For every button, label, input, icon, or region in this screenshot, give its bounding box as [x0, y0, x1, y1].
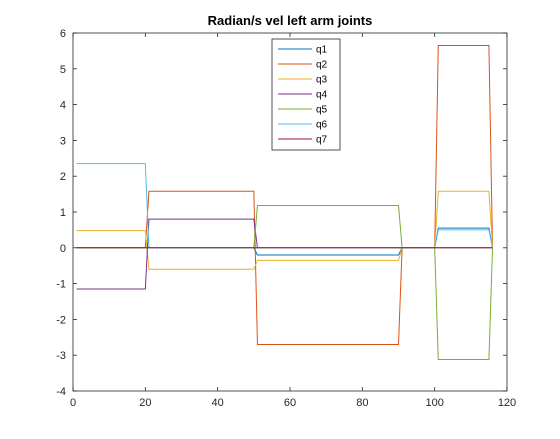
legend: q1 q2 q3 q4 q5 q6 q7	[271, 38, 341, 151]
y-tick-label: 4	[60, 100, 66, 112]
y-tick-label: 5	[60, 64, 66, 76]
y-tick-label: 1	[60, 207, 66, 219]
y-tick-label: -2	[56, 314, 66, 326]
y-tick-label: 2	[60, 171, 66, 183]
x-tick-label: 80	[356, 397, 368, 409]
legend-entry-q3: q3	[316, 75, 328, 86]
legend-entry-q7: q7	[316, 135, 328, 146]
legend-entry-q2: q2	[316, 60, 328, 71]
series-layer	[76, 45, 494, 360]
x-tick-label: 20	[139, 397, 151, 409]
legend-entry-q1: q1	[316, 45, 328, 56]
y-tick-label: 3	[60, 135, 66, 147]
x-tick-label: 40	[212, 397, 224, 409]
x-tick-label: 60	[284, 397, 296, 409]
x-tick-label: 120	[498, 397, 516, 409]
chart-title: Radian/s vel left arm joints	[208, 13, 373, 28]
x-tick-label: 100	[425, 397, 443, 409]
legend-entry-q6: q6	[316, 120, 328, 131]
y-tick-label: -4	[56, 386, 66, 398]
y-tick-label: 6	[60, 28, 66, 40]
y-tick-label: 0	[60, 243, 66, 255]
axes-layer: 0 20 40 60 80 100 120 -4 -3 -2 -1 0 1 2 3 4 5 6	[56, 28, 516, 409]
legend-entry-q4: q4	[316, 90, 328, 101]
series-line-q3	[76, 190, 494, 270]
y-tick-label: -1	[56, 279, 66, 291]
x-tick-label: 0	[70, 397, 76, 409]
y-tick-label: -3	[56, 350, 66, 362]
legend-entry-q5: q5	[316, 105, 328, 116]
